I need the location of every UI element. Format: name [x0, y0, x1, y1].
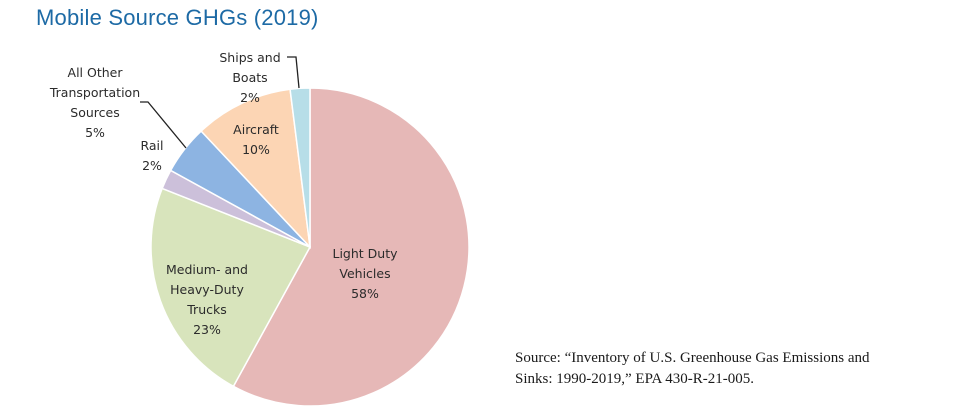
data-label-all-other-transportation-sources: All Other Transportation Sources 5% [49, 65, 140, 140]
pie-slice-aircraft [200, 88, 312, 250]
chart-title: Mobile Source GHGs (2019) [36, 5, 319, 30]
leader-line-ships-and-boats [287, 56, 300, 89]
data-label-medium-and-heavy-duty-trucks: Medium- and Heavy-Duty Trucks 23% [166, 262, 248, 337]
pie-slice-ships-and-boats [289, 87, 311, 248]
data-label-ships-and-boats: Ships and Boats 2% [219, 50, 280, 105]
pie-slice-medium-and-heavy-duty-trucks [150, 187, 312, 388]
data-label-light-duty-vehicles: Light Duty Vehicles 58% [332, 246, 398, 301]
source-line-1: Source: “Inventory of U.S. Greenhouse Ga… [515, 350, 870, 366]
pie-slice-light-duty-vehicles [232, 87, 470, 407]
source-line-2: Sinks: 1990-2019,” EPA 430-R-21-005. [515, 371, 755, 387]
leader-line-all-other-transportation-sources [140, 101, 187, 149]
source-citation: Source: “Inventory of U.S. Greenhouse Ga… [515, 348, 870, 390]
data-label-aircraft: Aircraft 10% [233, 122, 279, 157]
data-label-rail: Rail 2% [140, 138, 163, 173]
